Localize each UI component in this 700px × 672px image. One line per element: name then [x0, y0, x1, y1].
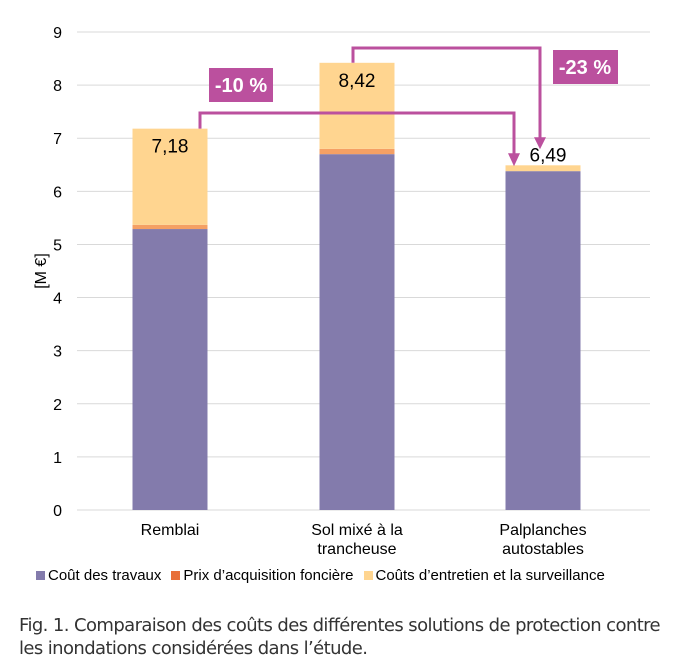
category-label: Palplanches [499, 522, 586, 539]
y-tick-label: 2 [53, 397, 62, 414]
total-label: 8,42 [339, 71, 376, 92]
legend-swatch-entretien [363, 571, 373, 580]
total-label: 7,18 [152, 137, 189, 158]
y-axis-ticks: 0 1 2 3 4 5 6 7 8 9 [53, 25, 62, 520]
y-tick-label: 7 [53, 131, 62, 148]
y-axis-label: [M €] [33, 253, 50, 289]
bar-segment [319, 154, 395, 510]
bar-segment [505, 171, 581, 510]
arrowhead-icon [534, 137, 546, 150]
category-label: Remblai [141, 522, 200, 539]
total-label: 6,49 [530, 145, 567, 166]
annotation-badge [553, 50, 618, 84]
category-label: Sol mixé à la [311, 522, 403, 539]
bar-segment [319, 62, 395, 149]
annotation-label: -23 % [559, 57, 611, 79]
y-tick-label: 1 [53, 450, 62, 467]
legend-item-foncier[interactable]: Prix d’acquisition foncière [171, 567, 354, 584]
category-labels: Remblai Sol mixé à la trancheuse Palplanche… [141, 522, 587, 558]
annotation-connector [351, 46, 542, 142]
bar-segment [132, 229, 208, 510]
legend-label: Coût des travaux [48, 567, 162, 584]
bar-segment [505, 165, 581, 172]
figure-caption: Fig. 1. Comparaison des coûts des différ… [19, 615, 661, 659]
annotation-badge [209, 68, 273, 102]
bar-segment [132, 224, 208, 230]
data-labels: 7,18 8,42 6,49 [152, 71, 567, 167]
category-label: trancheuse [317, 541, 396, 558]
bars [132, 62, 581, 510]
legend-swatch-foncier [171, 571, 181, 580]
legend-label: Coûts d’entretien et la surveillance [375, 567, 605, 584]
annotation-label: -10 % [215, 75, 267, 97]
stacked-bar-chart: 0 1 2 3 4 5 6 7 8 9 [M €] 7,18 8,42 6,49 Remblai Sol… [33, 25, 650, 558]
y-tick-label: 3 [53, 344, 62, 361]
y-tick-label: 8 [53, 78, 62, 95]
legend-item-travaux[interactable]: Coût des travaux [36, 567, 161, 584]
y-tick-label: 5 [53, 237, 62, 254]
legend-swatch-travaux [36, 571, 45, 580]
bar-segment [319, 148, 395, 155]
arrowhead-icon [508, 153, 520, 167]
legend: Coût des travaux Prix d’acquisition fonc… [36, 567, 615, 584]
y-tick-label: 9 [53, 25, 62, 42]
category-label: autostables [502, 541, 584, 558]
legend-item-entretien[interactable]: Coûts d’entretien et la surveillance [363, 567, 605, 584]
y-tick-label: 4 [53, 291, 62, 308]
annotation-connector [198, 111, 516, 158]
bar-segment [132, 128, 208, 225]
annotations: -10 % -23 % [198, 46, 618, 167]
y-tick-label: 6 [53, 184, 62, 201]
legend-label: Prix d’acquisition foncière [183, 567, 354, 584]
y-tick-label: 0 [53, 503, 62, 520]
